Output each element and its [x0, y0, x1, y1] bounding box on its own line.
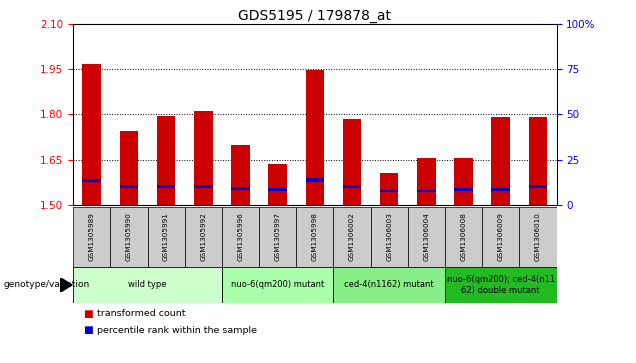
Bar	[259, 207, 296, 267]
Bar	[83, 179, 101, 183]
Text: GSM1306008: GSM1306008	[460, 212, 467, 261]
Polygon shape	[60, 278, 72, 292]
Text: ■: ■	[83, 309, 92, 319]
Title: GDS5195 / 179878_at: GDS5195 / 179878_at	[238, 9, 391, 23]
Bar	[231, 187, 250, 190]
Text: GSM1305990: GSM1305990	[126, 212, 132, 261]
Bar	[445, 207, 482, 267]
Text: percentile rank within the sample: percentile rank within the sample	[97, 326, 257, 335]
Text: GSM1306002: GSM1306002	[349, 212, 355, 261]
Bar	[222, 207, 259, 267]
Text: ced-4(n1162) mutant: ced-4(n1162) mutant	[344, 281, 434, 289]
Bar	[380, 174, 399, 205]
Bar	[83, 65, 101, 205]
Bar	[194, 111, 212, 205]
Text: GSM1306010: GSM1306010	[535, 212, 541, 261]
Bar	[120, 185, 138, 188]
Bar	[529, 185, 547, 188]
Bar	[454, 188, 473, 191]
Bar	[157, 116, 176, 205]
Bar	[148, 207, 184, 267]
Text: ■: ■	[83, 325, 92, 335]
Bar	[194, 185, 212, 188]
Bar	[492, 188, 510, 191]
Bar	[520, 207, 556, 267]
Bar	[184, 207, 222, 267]
Bar	[305, 70, 324, 205]
Bar	[296, 207, 333, 267]
Bar	[120, 131, 138, 205]
Text: transformed count: transformed count	[97, 310, 185, 318]
Bar	[408, 207, 445, 267]
Bar	[445, 267, 556, 303]
Text: wild type: wild type	[128, 281, 167, 289]
Text: GSM1305991: GSM1305991	[163, 212, 169, 261]
Text: GSM1305997: GSM1305997	[275, 212, 280, 261]
Text: GSM1305992: GSM1305992	[200, 212, 206, 261]
Bar	[343, 119, 361, 205]
Bar	[222, 267, 333, 303]
Text: GSM1305998: GSM1305998	[312, 212, 318, 261]
Bar	[417, 190, 436, 192]
Text: genotype/variation: genotype/variation	[3, 281, 90, 289]
Bar	[529, 117, 547, 205]
Text: nuo-6(qm200); ced-4(n11
62) double mutant: nuo-6(qm200); ced-4(n11 62) double mutan…	[446, 275, 555, 295]
Bar	[380, 190, 399, 192]
Bar	[268, 164, 287, 205]
Text: GSM1305996: GSM1305996	[237, 212, 244, 261]
Bar	[492, 117, 510, 205]
Bar	[333, 207, 371, 267]
Bar	[417, 158, 436, 205]
Bar	[73, 267, 222, 303]
Bar	[371, 207, 408, 267]
Bar	[231, 144, 250, 205]
Bar	[110, 207, 148, 267]
Bar	[305, 178, 324, 182]
Bar	[343, 185, 361, 188]
Text: GSM1305989: GSM1305989	[89, 212, 95, 261]
Text: GSM1306009: GSM1306009	[498, 212, 504, 261]
Text: GSM1306004: GSM1306004	[424, 212, 429, 261]
Text: GSM1306003: GSM1306003	[386, 212, 392, 261]
Bar	[157, 185, 176, 188]
Bar	[268, 188, 287, 191]
Bar	[482, 207, 520, 267]
Bar	[333, 267, 445, 303]
Bar	[454, 158, 473, 205]
Bar	[73, 207, 110, 267]
Text: nuo-6(qm200) mutant: nuo-6(qm200) mutant	[231, 281, 324, 289]
